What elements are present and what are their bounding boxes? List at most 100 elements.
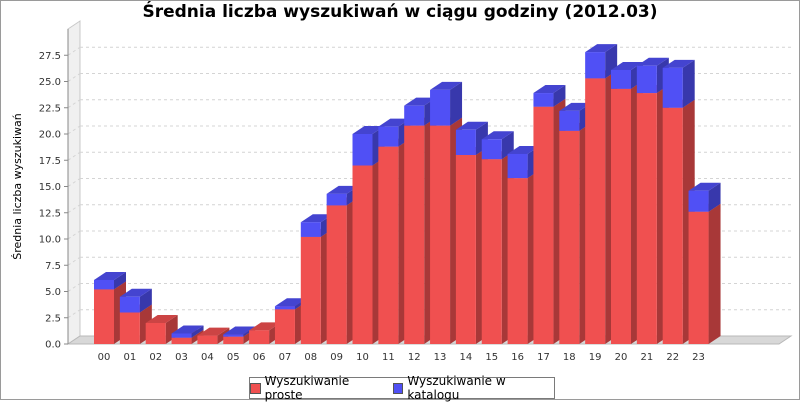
grid-diag-7 xyxy=(67,151,81,161)
x-tick-label-20: 20 xyxy=(615,352,628,363)
legend-label-simple: Wyszukiwanie proste xyxy=(264,374,350,402)
bar-top-simple-02 xyxy=(145,315,178,323)
bar-catalog-17 xyxy=(533,93,554,107)
x-tick-label-02: 02 xyxy=(149,352,162,363)
bar-catalog-21 xyxy=(636,65,657,94)
bar-top-catalog-03 xyxy=(171,325,204,334)
bar-top-catalog-07 xyxy=(274,298,307,307)
legend-item-simple: Wyszukiwanie proste xyxy=(250,374,385,402)
y-tick-label-7: 17.5 xyxy=(39,156,61,167)
x-tick-label-15: 15 xyxy=(485,352,498,363)
x-tick-label-22: 22 xyxy=(666,352,679,363)
bar-catalog-08 xyxy=(300,222,321,237)
x-tick-label-00: 00 xyxy=(98,352,111,363)
bar-catalog-14 xyxy=(455,129,476,155)
x-tick-label-10: 10 xyxy=(356,352,369,363)
legend: Wyszukiwanie proste Wyszukiwanie w katal… xyxy=(249,374,555,402)
bar-simple-03 xyxy=(171,337,192,344)
grid-diag-2 xyxy=(67,283,81,292)
bar-simple-17 xyxy=(533,106,554,344)
bar-simple-00 xyxy=(94,289,114,344)
y-tick-label-1: 2.5 xyxy=(45,313,61,324)
bar-top-catalog-01 xyxy=(119,288,152,297)
bar-catalog-18 xyxy=(559,110,580,131)
bar-simple-04 xyxy=(197,335,218,344)
y-tick-label-8: 20.0 xyxy=(39,130,61,141)
bar-simple-09 xyxy=(326,205,347,344)
bar-catalog-12 xyxy=(404,105,425,126)
bar-top-catalog-15 xyxy=(481,131,514,140)
bar-top-catalog-23 xyxy=(688,182,721,191)
bar-simple-05 xyxy=(223,336,244,344)
y-tick-label-4: 10.0 xyxy=(39,235,61,246)
bar-side-catalog-00 xyxy=(114,271,126,290)
grid-diag-3 xyxy=(67,256,81,266)
bar-catalog-09 xyxy=(326,193,347,206)
bar-simple-11 xyxy=(378,146,399,344)
bar-catalog-03 xyxy=(171,333,192,338)
bar-catalog-13 xyxy=(430,89,451,126)
bar-top-catalog-18 xyxy=(559,102,592,111)
bar-simple-01 xyxy=(119,312,140,344)
bar-top-catalog-20 xyxy=(611,61,643,70)
bar-simple-14 xyxy=(455,155,476,344)
bar-top-catalog-09 xyxy=(326,185,359,194)
bar-side-catalog-13 xyxy=(450,81,463,126)
y-tick-label-2: 5.0 xyxy=(45,287,61,298)
grid-diag-10 xyxy=(67,73,81,82)
x-tick-label-21: 21 xyxy=(640,352,653,363)
x-tick-label-12: 12 xyxy=(408,352,421,363)
bar-simple-22 xyxy=(662,107,683,344)
legend-swatch-simple xyxy=(250,382,261,394)
bar-top-catalog-22 xyxy=(662,59,695,68)
bar-catalog-11 xyxy=(378,126,399,147)
bar-catalog-20 xyxy=(611,69,631,89)
bar-simple-10 xyxy=(352,165,373,344)
y-tick-label-11: 27.5 xyxy=(39,51,61,62)
bar-top-catalog-08 xyxy=(300,214,333,223)
y-tick-label-10: 25.0 xyxy=(39,77,61,88)
y-tick-label-0: 0.0 xyxy=(45,340,61,351)
bar-catalog-23 xyxy=(688,190,709,212)
x-tick-label-05: 05 xyxy=(227,352,240,363)
bar-simple-18 xyxy=(559,130,580,344)
bar-simple-13 xyxy=(430,125,451,344)
bar-top-catalog-11 xyxy=(378,118,411,127)
x-tick-label-13: 13 xyxy=(434,352,447,363)
y-tick-label-3: 7.5 xyxy=(45,261,61,272)
bar-simple-06 xyxy=(249,330,270,344)
bar-simple-07 xyxy=(274,309,295,344)
bar-simple-15 xyxy=(481,159,502,344)
chart-title: Średnia liczba wyszukiwań w ciągu godzin… xyxy=(142,2,658,22)
bar-simple-19 xyxy=(585,78,606,344)
bar-side-simple-23 xyxy=(708,203,721,344)
x-tick-label-09: 09 xyxy=(330,352,343,363)
bar-top-catalog-12 xyxy=(404,97,437,106)
bar-catalog-15 xyxy=(481,139,502,160)
bar-simple-20 xyxy=(611,88,631,344)
bar-catalog-22 xyxy=(662,67,683,108)
x-tick-label-03: 03 xyxy=(175,352,188,363)
legend-swatch-catalog xyxy=(392,382,404,394)
bar-catalog-01 xyxy=(119,296,140,313)
x-tick-label-04: 04 xyxy=(201,352,214,363)
grid-diag-9 xyxy=(67,99,81,109)
x-tick-label-11: 11 xyxy=(382,352,395,363)
x-tick-label-23: 23 xyxy=(692,352,705,363)
bar-simple-16 xyxy=(507,178,528,344)
x-tick-label-19: 19 xyxy=(589,352,602,363)
y-tick-label-5: 12.5 xyxy=(39,208,61,219)
bar-side-catalog-03 xyxy=(191,325,204,338)
grid-diag-6 xyxy=(67,178,81,187)
bar-top-catalog-00 xyxy=(94,271,126,280)
grid-diag-1 xyxy=(67,309,81,319)
bar-simple-12 xyxy=(404,125,425,344)
bar-top-catalog-05 xyxy=(223,326,256,335)
x-tick-label-18: 18 xyxy=(563,352,576,363)
bar-simple-08 xyxy=(300,236,321,344)
x-tick-label-17: 17 xyxy=(537,352,550,363)
bar-side-catalog-23 xyxy=(708,182,721,212)
x-tick-label-14: 14 xyxy=(460,352,473,363)
x-tick-label-07: 07 xyxy=(279,352,292,363)
